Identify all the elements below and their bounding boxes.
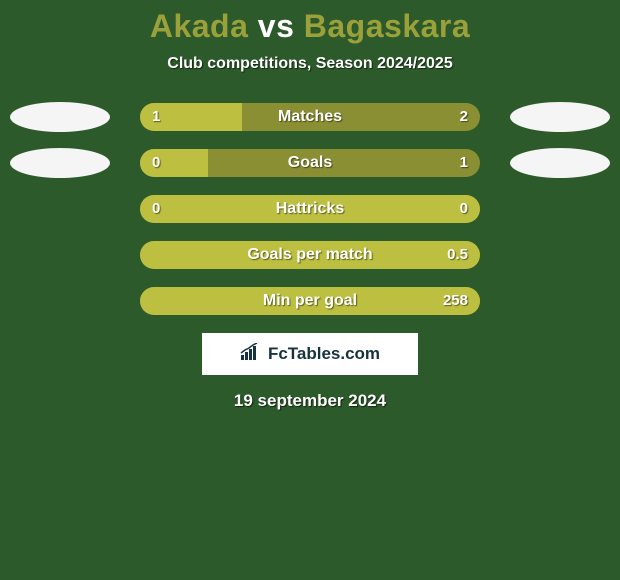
stat-value-right: 258 <box>443 287 468 315</box>
player2-name: Bagaskara <box>304 8 470 44</box>
stat-value-left: 1 <box>152 103 160 131</box>
page-title: Akada vs Bagaskara <box>0 0 620 45</box>
stat-value-left: 0 <box>152 149 160 177</box>
stat-value-right: 0 <box>460 195 468 223</box>
stat-value-left: 0 <box>152 195 160 223</box>
avatar-left <box>10 102 110 132</box>
stat-row: Goals per match0.5 <box>0 241 620 269</box>
stat-row: Hattricks0 0 <box>0 195 620 223</box>
barchart-icon <box>240 343 262 366</box>
stat-bar: Goals per match0.5 <box>140 241 480 269</box>
stat-bar: Hattricks0 0 <box>140 195 480 223</box>
stats-card: Akada vs Bagaskara Club competitions, Se… <box>0 0 620 580</box>
date-text: 19 september 2024 <box>0 391 620 411</box>
player1-name: Akada <box>150 8 249 44</box>
stat-label: Goals <box>140 149 480 177</box>
stat-row: Matches1 2 <box>0 103 620 131</box>
stat-bar: Matches1 2 <box>140 103 480 131</box>
avatar-right <box>510 148 610 178</box>
logo-text: FcTables.com <box>268 344 380 364</box>
stat-label: Matches <box>140 103 480 131</box>
stats-area: Matches12Goals01Hattricks00Goals per mat… <box>0 103 620 315</box>
stat-value-right: 2 <box>460 103 468 131</box>
avatar-left <box>10 148 110 178</box>
subtitle: Club competitions, Season 2024/2025 <box>0 55 620 73</box>
stat-value-right: 1 <box>460 149 468 177</box>
stat-label: Goals per match <box>140 241 480 269</box>
stat-value-right: 0.5 <box>447 241 468 269</box>
stat-label: Min per goal <box>140 287 480 315</box>
logo-box: FcTables.com <box>202 333 418 375</box>
avatar-right <box>510 102 610 132</box>
stat-row: Min per goal258 <box>0 287 620 315</box>
stat-label: Hattricks <box>140 195 480 223</box>
stat-bar: Min per goal258 <box>140 287 480 315</box>
stat-row: Goals0 1 <box>0 149 620 177</box>
stat-bar: Goals0 1 <box>140 149 480 177</box>
vs-text: vs <box>258 8 295 44</box>
